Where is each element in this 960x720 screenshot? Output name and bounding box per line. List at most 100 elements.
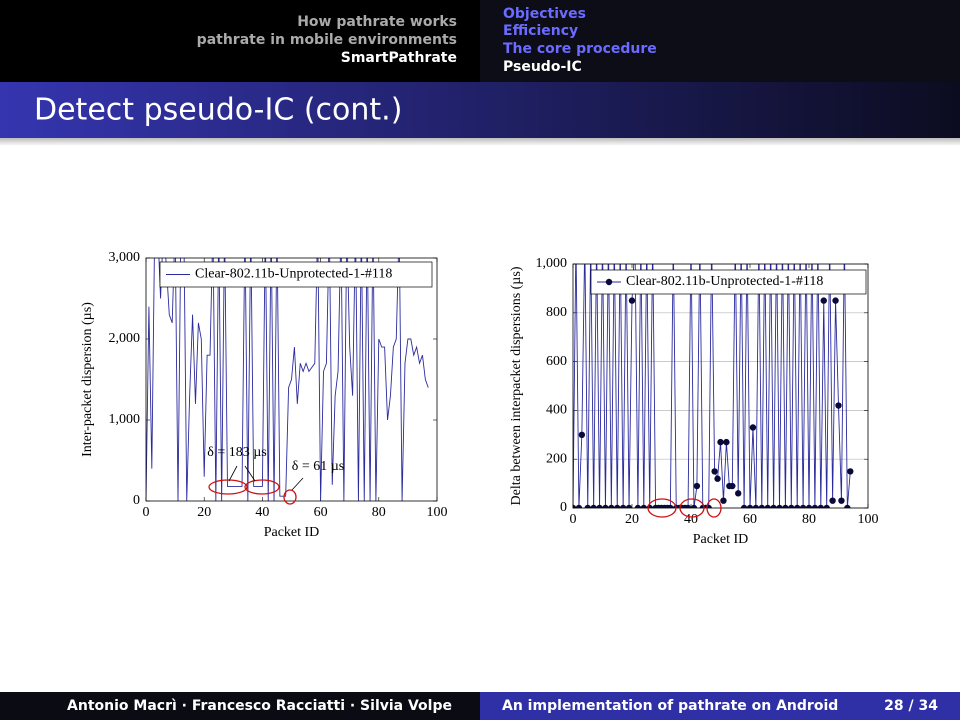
data-point (838, 497, 845, 504)
data-point (693, 482, 701, 490)
data-point (596, 504, 603, 508)
data-point (770, 504, 777, 508)
data-point (690, 504, 698, 508)
data-point (811, 504, 819, 508)
highlight-ellipse (244, 479, 280, 495)
y-tick-label: 1,000 (536, 256, 568, 271)
nav-item[interactable]: Objectives (503, 6, 586, 22)
slide-title: Detect pseudo-IC (cont.) (34, 93, 402, 128)
x-tick-label: 40 (684, 512, 698, 527)
data-point (688, 236, 694, 242)
nav-item[interactable]: Pseudo-IC (503, 59, 582, 75)
data-point (573, 504, 577, 508)
data-point (785, 236, 791, 242)
nav-item[interactable]: How pathrate works (297, 14, 457, 30)
data-point (602, 504, 609, 508)
data-point (823, 504, 830, 508)
data-point (723, 438, 730, 446)
data-point (746, 504, 754, 508)
data-point (608, 504, 615, 508)
data-point (788, 504, 795, 508)
x-axis-label: Packet ID (264, 525, 320, 540)
data-point (782, 504, 789, 508)
nav-item[interactable]: pathrate in mobile environments (197, 32, 457, 48)
footer-right (480, 692, 960, 720)
legend-label: Clear-802.11b-Unprotected-1-#118 (626, 274, 823, 289)
data-point (649, 236, 655, 242)
data-line (573, 264, 851, 508)
data-point (797, 236, 803, 242)
x-tick-label: 40 (255, 505, 269, 520)
plot-area (146, 258, 429, 501)
data-point (826, 236, 832, 242)
data-point (667, 504, 674, 508)
x-tick-label: 0 (570, 512, 577, 527)
title-shadow (0, 138, 960, 146)
x-tick-label: 100 (427, 505, 448, 520)
y-tick-label: 800 (546, 305, 567, 320)
data-point (820, 297, 827, 304)
data-point (767, 236, 773, 242)
data-point (841, 236, 847, 242)
data-point (605, 236, 611, 242)
data-point (809, 236, 815, 242)
legend-label: Clear-802.11b-Unprotected-1-#118 (195, 267, 392, 282)
data-point (670, 236, 676, 242)
arrow (291, 477, 304, 491)
data-point (714, 475, 721, 482)
highlight-ellipse (706, 498, 722, 518)
data-point (697, 236, 703, 242)
data-point (847, 468, 854, 475)
nav-item[interactable]: Efficiency (503, 23, 578, 39)
y-tick-label: 1,000 (109, 412, 141, 427)
footer-authors: Antonio Macrì · Francesco Racciatti · Si… (67, 698, 452, 714)
data-point (638, 236, 644, 242)
y-tick-label: 0 (133, 493, 140, 508)
data-point (744, 236, 750, 242)
data-point (773, 236, 779, 242)
data-point (817, 504, 824, 508)
footer-left (0, 692, 480, 720)
x-tick-label: 80 (372, 505, 386, 520)
y-tick-label: 3,000 (109, 250, 141, 265)
data-point (584, 504, 591, 508)
data-point (803, 236, 809, 242)
data-point (758, 504, 765, 508)
data-point (617, 236, 623, 242)
footer-page: 28 / 34 (884, 698, 938, 714)
chart: 0 1,000 2,000 3,000 0 20 40 60 80 100 Packet ID Int… (80, 250, 448, 540)
annotation: δ = 61 µs (292, 459, 345, 474)
data-point (593, 236, 599, 242)
annotation: δ = 183 µs (207, 445, 267, 460)
data-line (146, 258, 429, 501)
title-bar (0, 82, 960, 138)
data-point (832, 297, 839, 304)
highlight-ellipse (283, 489, 297, 505)
data-point (844, 504, 851, 508)
data-point (829, 497, 836, 504)
data-point (756, 236, 762, 242)
nav-item[interactable]: SmartPathrate (341, 50, 457, 66)
data-point (614, 504, 621, 508)
plot-area (573, 236, 854, 508)
x-tick-label: 0 (143, 505, 150, 520)
data-point (632, 236, 638, 242)
data-point (720, 497, 727, 504)
legend-marker (605, 278, 613, 286)
data-point (717, 438, 724, 446)
arrow (244, 465, 256, 482)
data-point (805, 504, 813, 508)
footer-talk-title: An implementation of pathrate on Android (502, 698, 838, 714)
highlight-ellipse (679, 498, 705, 518)
annotation-arrows (228, 465, 304, 491)
data-point (619, 504, 627, 508)
data-point (599, 236, 605, 242)
nav-item[interactable]: The core procedure (503, 41, 657, 57)
y-tick-label: 2,000 (109, 331, 141, 346)
data-point (735, 490, 742, 497)
data-point (740, 504, 748, 508)
header-bar-right (480, 0, 960, 82)
data-point (684, 504, 692, 508)
y-tick-label: 600 (546, 354, 567, 369)
